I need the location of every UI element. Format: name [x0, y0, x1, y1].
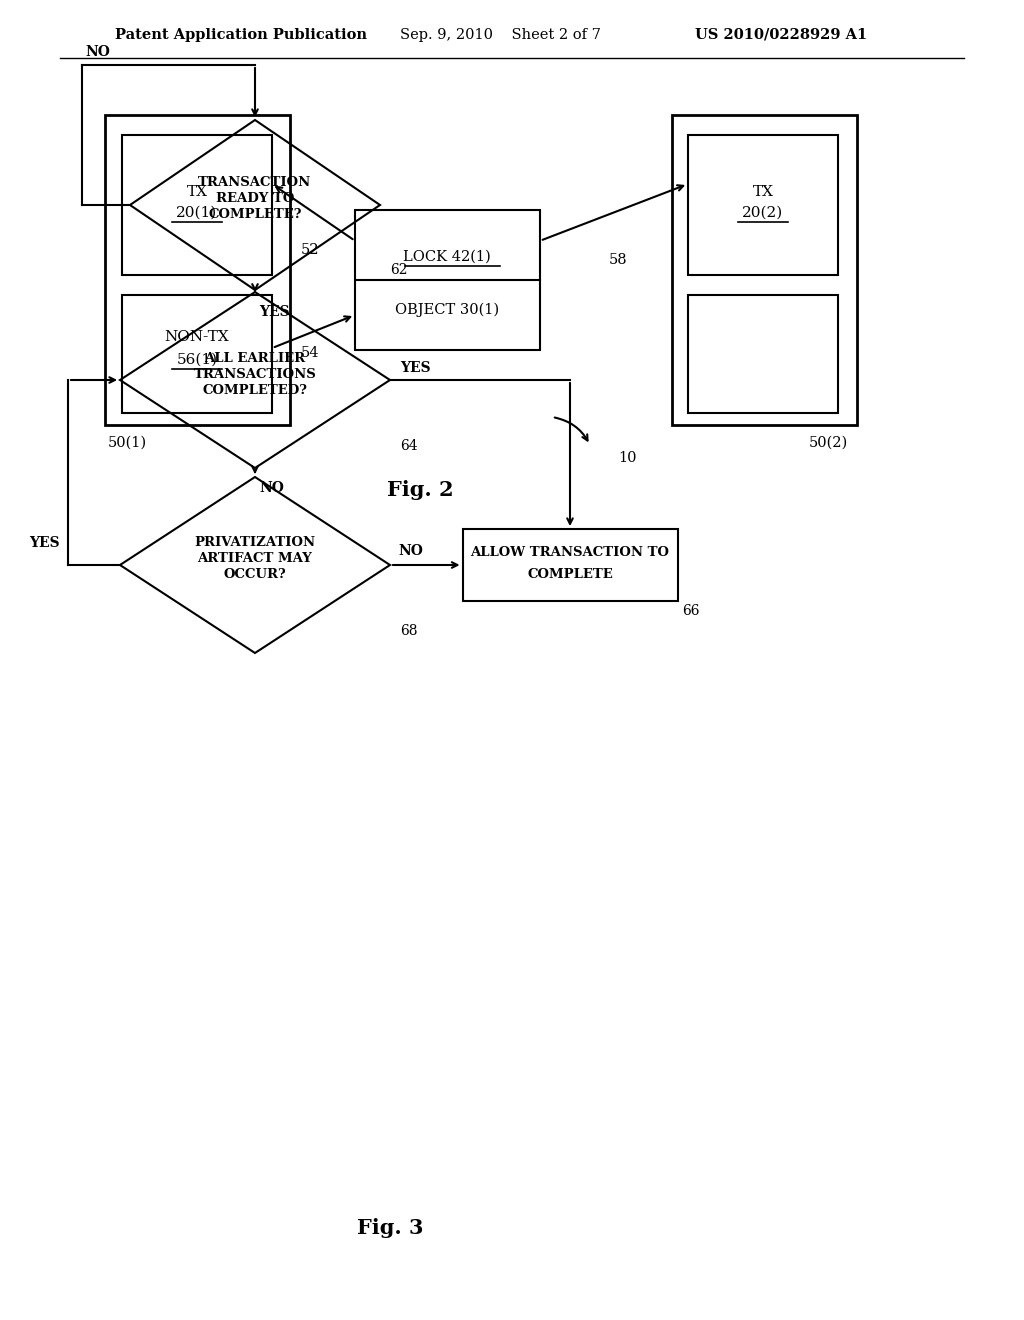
Text: COMPLETED?: COMPLETED?	[203, 384, 307, 396]
Text: YES: YES	[259, 305, 290, 319]
Text: Sep. 9, 2010    Sheet 2 of 7: Sep. 9, 2010 Sheet 2 of 7	[400, 28, 601, 42]
Text: 50(2): 50(2)	[809, 436, 848, 450]
Text: LOCK 42(1): LOCK 42(1)	[403, 249, 490, 264]
Text: ALLOW TRANSACTION TO: ALLOW TRANSACTION TO	[470, 546, 670, 560]
Text: NO: NO	[398, 544, 423, 558]
Text: 56(1): 56(1)	[176, 352, 217, 367]
Text: READY TO: READY TO	[216, 193, 294, 206]
Text: 20(2): 20(2)	[742, 206, 783, 220]
FancyBboxPatch shape	[122, 294, 272, 413]
Text: YES: YES	[30, 536, 60, 550]
Text: TRANSACTION: TRANSACTION	[199, 177, 311, 190]
Text: OCCUR?: OCCUR?	[223, 569, 287, 582]
Text: 68: 68	[400, 624, 418, 638]
Text: 64: 64	[400, 440, 418, 453]
FancyBboxPatch shape	[105, 115, 290, 425]
Text: 66: 66	[682, 605, 699, 618]
Text: Fig. 3: Fig. 3	[356, 1218, 423, 1238]
Text: YES: YES	[400, 360, 431, 375]
Text: NO: NO	[259, 480, 284, 495]
Text: NO: NO	[85, 45, 110, 59]
Text: COMPLETE: COMPLETE	[527, 569, 613, 582]
Text: 50(1): 50(1)	[108, 436, 147, 450]
FancyBboxPatch shape	[688, 294, 838, 413]
Text: ARTIFACT MAY: ARTIFACT MAY	[198, 553, 312, 565]
Text: 62: 62	[390, 263, 408, 277]
Text: 54: 54	[301, 346, 319, 360]
Text: NON-TX: NON-TX	[165, 330, 229, 345]
FancyBboxPatch shape	[672, 115, 857, 425]
Text: 10: 10	[618, 451, 637, 465]
Text: ALL EARLIER: ALL EARLIER	[205, 351, 305, 364]
Text: 58: 58	[608, 253, 628, 267]
Text: COMPLETE?: COMPLETE?	[208, 209, 302, 222]
Text: US 2010/0228929 A1: US 2010/0228929 A1	[695, 28, 867, 42]
Text: 20(1): 20(1)	[176, 206, 218, 220]
FancyBboxPatch shape	[355, 210, 540, 350]
Text: Fig. 2: Fig. 2	[387, 480, 454, 500]
FancyBboxPatch shape	[463, 529, 678, 601]
Text: PRIVATIZATION: PRIVATIZATION	[195, 536, 315, 549]
FancyBboxPatch shape	[688, 135, 838, 275]
Text: Patent Application Publication: Patent Application Publication	[115, 28, 367, 42]
Text: 52: 52	[301, 243, 319, 257]
Text: TX: TX	[186, 185, 208, 199]
Text: TRANSACTIONS: TRANSACTIONS	[194, 367, 316, 380]
FancyBboxPatch shape	[122, 135, 272, 275]
Text: OBJECT 30(1): OBJECT 30(1)	[395, 302, 499, 317]
Text: TX: TX	[753, 185, 773, 199]
